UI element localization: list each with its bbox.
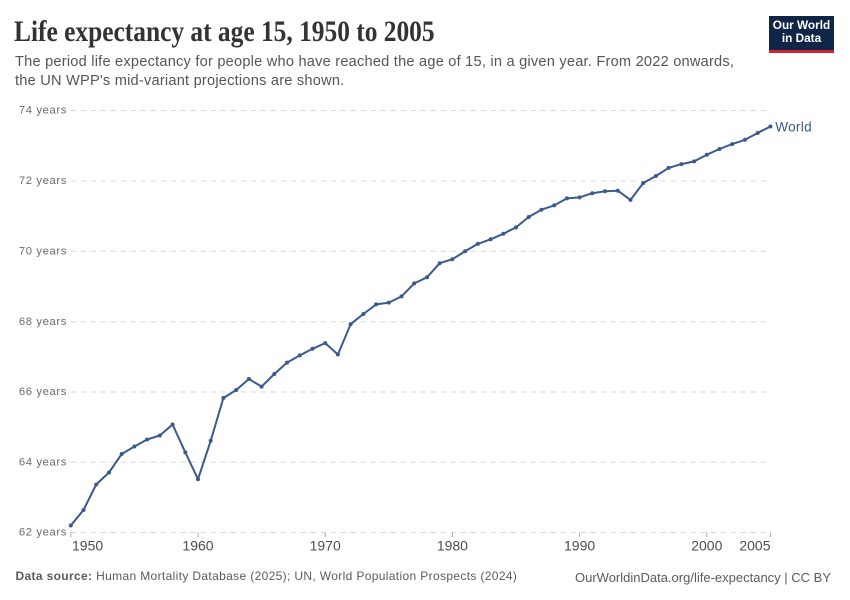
svg-text:1990: 1990: [564, 538, 595, 554]
svg-text:62 years: 62 years: [19, 527, 67, 539]
svg-text:1980: 1980: [437, 538, 468, 554]
svg-text:72 years: 72 years: [19, 175, 67, 187]
svg-text:2000: 2000: [691, 538, 722, 554]
svg-text:World: World: [775, 120, 812, 135]
svg-text:1970: 1970: [310, 538, 341, 554]
svg-text:68 years: 68 years: [19, 316, 67, 328]
svg-text:1960: 1960: [182, 538, 213, 554]
svg-text:70 years: 70 years: [19, 245, 67, 257]
svg-text:64 years: 64 years: [19, 456, 67, 468]
svg-text:66 years: 66 years: [19, 386, 67, 398]
svg-text:2005: 2005: [739, 538, 770, 554]
svg-text:1950: 1950: [72, 538, 103, 554]
svg-text:74 years: 74 years: [19, 105, 67, 117]
